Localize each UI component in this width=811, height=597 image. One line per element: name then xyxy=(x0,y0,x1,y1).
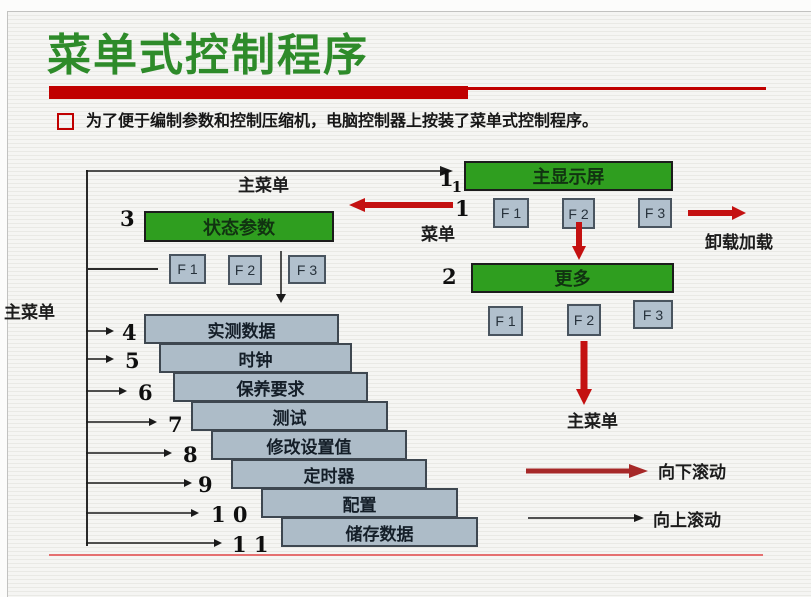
stack-box-config: 配置 xyxy=(261,488,458,518)
branch-arrow-9 xyxy=(86,479,192,487)
stack-num-5: 5 xyxy=(125,348,140,373)
unload-load-arrow xyxy=(688,206,746,220)
legend-scroll-up-arrow xyxy=(528,514,644,522)
fkey-f3-more: F 3 xyxy=(633,300,673,329)
label-one-one: 11 xyxy=(439,166,464,196)
menu-return-arrow xyxy=(349,198,453,212)
trunk-line xyxy=(86,170,88,546)
left-trunk-label: 主菜单 xyxy=(4,303,55,322)
stack-box-modify-settings: 修改设置值 xyxy=(211,430,407,460)
stack-box-maintenance: 保养要求 xyxy=(173,372,368,402)
stack-num-4: 4 xyxy=(122,320,137,345)
fkey-f1-status: F 1 xyxy=(169,254,206,284)
branch-arrow-5 xyxy=(86,355,114,363)
fkey-f2-status: F 2 xyxy=(228,255,262,285)
stack-num-7: 7 xyxy=(168,412,183,437)
slide-background: 菜单式控制程序 为了便于编制参数和控制压缩机，电脑控制器上按装了菜单式控制程序。… xyxy=(4,11,811,597)
branch-arrow-8 xyxy=(86,449,172,457)
main-display-box: 主显示屏 xyxy=(464,161,673,191)
display-to-more-arrow xyxy=(572,222,586,260)
fkey-f3-display: F 3 xyxy=(638,198,672,228)
branch-line-fkeys xyxy=(86,268,158,270)
label-one-menu: 1 xyxy=(455,196,470,221)
label-one-sub: 1 xyxy=(451,178,463,196)
status-down-arrow xyxy=(276,251,286,303)
stack-num-10: 1 0 xyxy=(211,502,248,527)
branch-arrow-11 xyxy=(86,539,222,547)
stack-num-8: 8 xyxy=(183,442,198,467)
status-number: 3 xyxy=(120,206,135,231)
stack-box-clock: 时钟 xyxy=(159,343,352,373)
stack-box-stored-data: 储存数据 xyxy=(281,517,478,547)
stack-num-6: 6 xyxy=(138,380,153,405)
legend-scroll-down-arrow xyxy=(526,464,648,478)
stack-box-test: 测试 xyxy=(191,401,388,431)
page-title: 菜单式控制程序 xyxy=(47,30,369,81)
branch-arrow-4 xyxy=(86,327,114,335)
branch-arrow-10 xyxy=(86,509,199,517)
stack-num-9: 9 xyxy=(198,472,213,497)
fkey-f3-status: F 3 xyxy=(288,255,326,284)
top-trunk-label: 主菜单 xyxy=(238,176,289,195)
more-box: 更多 xyxy=(471,263,674,293)
bullet-text: 为了便于编制参数和控制压缩机，电脑控制器上按装了菜单式控制程序。 xyxy=(86,113,599,130)
menu-label: 菜单 xyxy=(421,225,455,244)
branch-arrow-7 xyxy=(86,418,157,426)
title-underline-thin xyxy=(468,87,766,90)
stack-box-measured-data: 实测数据 xyxy=(144,314,339,344)
fkey-f1-display: F 1 xyxy=(493,198,529,228)
stack-box-timer: 定时器 xyxy=(231,459,427,489)
branch-arrow-6 xyxy=(86,387,127,395)
stack-num-11: 1 1 xyxy=(232,532,269,557)
label-one-main: 1 xyxy=(439,166,454,191)
bottom-rule xyxy=(49,554,763,556)
legend-scroll-up-label: 向上滚动 xyxy=(653,511,721,530)
fkey-f2-more: F 2 xyxy=(567,304,601,336)
status-params-box: 状态参数 xyxy=(144,211,334,242)
main-menu-to-display-arrow xyxy=(86,166,453,176)
title-underline-bar xyxy=(49,86,468,99)
legend-scroll-down-label: 向下滚动 xyxy=(658,463,726,482)
bottom-main-menu-label: 主菜单 xyxy=(567,412,618,431)
unload-load-label: 卸载加载 xyxy=(705,233,773,252)
more-to-main-menu-arrow xyxy=(576,341,592,405)
fkey-f1-more: F 1 xyxy=(488,306,523,336)
more-number: 2 xyxy=(442,264,457,289)
bullet-square-icon xyxy=(57,113,74,130)
